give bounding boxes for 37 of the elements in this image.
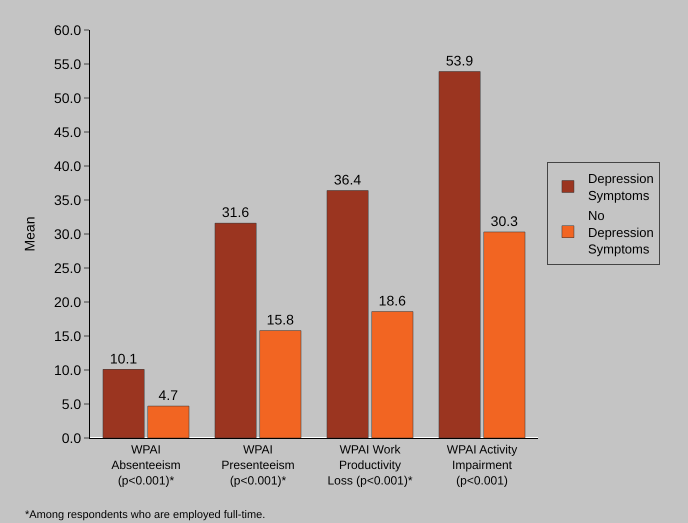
- y-tick-label: 50.0: [54, 90, 82, 106]
- data-label: 18.6: [378, 292, 406, 309]
- data-label: 53.9: [446, 52, 474, 68]
- bar: [438, 71, 480, 438]
- y-tick-label: 10.0: [54, 362, 82, 378]
- data-label: 31.6: [222, 204, 250, 220]
- y-tick-label: 20.0: [54, 294, 82, 310]
- data-label: 30.3: [490, 212, 518, 229]
- data-label: 10.1: [110, 350, 138, 366]
- bar: [214, 222, 256, 438]
- x-tick-label: WPAI Activity Impairment (p<0.001): [446, 442, 518, 488]
- y-tick-label: 25.0: [54, 260, 82, 276]
- legend-label: Depression Symptoms: [588, 171, 654, 204]
- text: *Among respondents who are employed full-time.: [25, 509, 266, 521]
- x-tick-label: WPAI Absenteeism (p<0.001)*: [111, 442, 181, 488]
- legend-label: No Depression Symptoms: [588, 208, 654, 257]
- bar: [102, 369, 144, 438]
- bar: [148, 406, 190, 438]
- y-tick-label: 45.0: [54, 124, 82, 140]
- y-tick-label: 0.0: [62, 430, 82, 446]
- y-tick-label: 30.0: [54, 226, 82, 242]
- data-label: 4.7: [158, 387, 178, 404]
- x-tick-label: WPAI Presenteeism (p<0.001)*: [221, 442, 295, 488]
- x-tick-label: WPAI Work Productivity Loss (p<0.001)*: [327, 442, 413, 488]
- y-tick-label: 5.0: [62, 396, 82, 412]
- data-label: 15.8: [266, 312, 294, 328]
- bar: [260, 330, 302, 438]
- y-tick-label: 40.0: [54, 158, 82, 174]
- bar: [372, 311, 414, 438]
- bar: [326, 190, 368, 438]
- y-tick-label: 15.0: [54, 328, 82, 344]
- y-tick-label: 55.0: [54, 56, 82, 72]
- y-tick-label: 35.0: [54, 192, 82, 208]
- data-label: 36.4: [334, 171, 362, 188]
- bar: [484, 232, 526, 438]
- y-tick-label: 60.0: [54, 22, 82, 38]
- y-axis-title: Mean: [22, 216, 38, 252]
